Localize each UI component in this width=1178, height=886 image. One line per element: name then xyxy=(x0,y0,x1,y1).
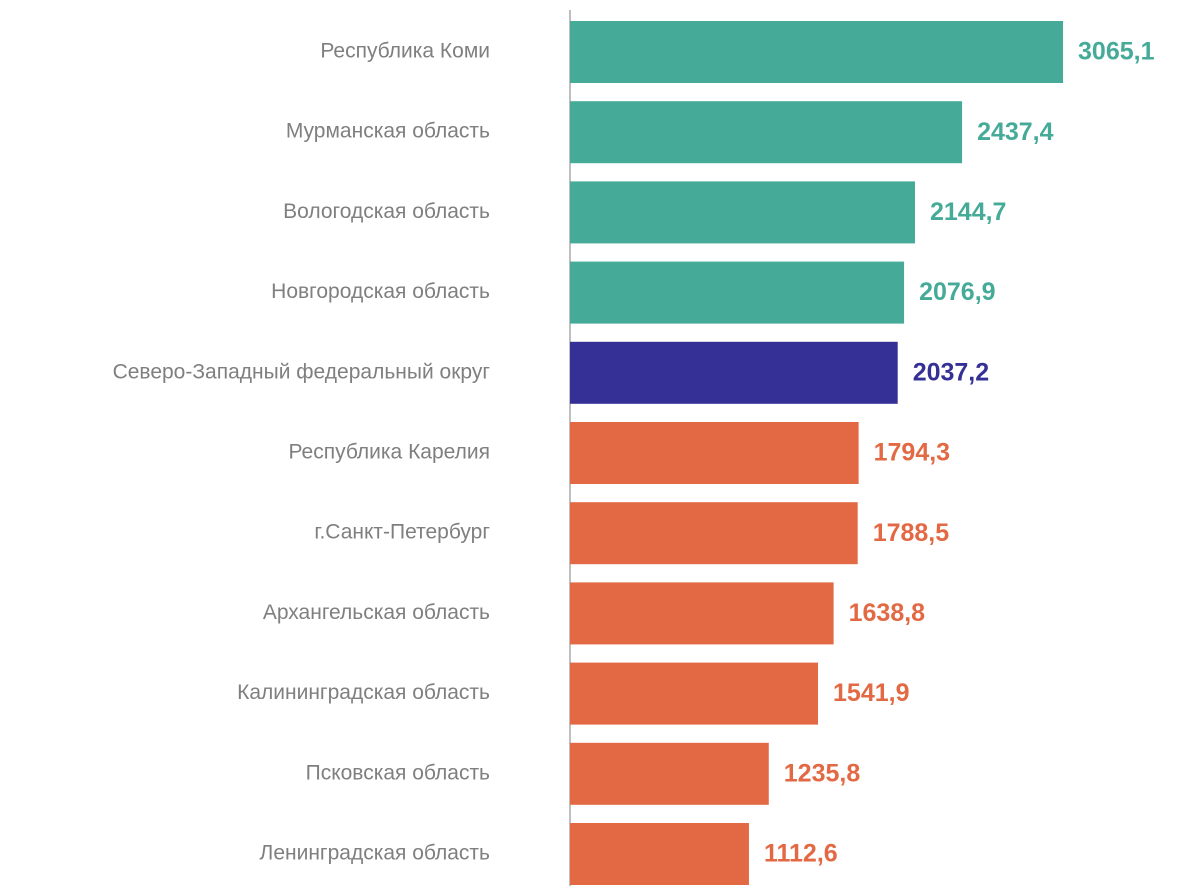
category-label: Псковская область xyxy=(306,761,490,784)
value-label: 3065,1 xyxy=(1078,38,1155,66)
category-label: г.Санкт-Петербург xyxy=(314,521,490,544)
category-label: Калининградская область xyxy=(237,681,490,704)
value-label: 2144,7 xyxy=(930,198,1006,226)
value-label: 1794,3 xyxy=(874,439,950,467)
bar xyxy=(570,101,963,164)
category-label: Республика Карелия xyxy=(288,441,490,464)
bar xyxy=(570,582,834,645)
value-label: 1638,8 xyxy=(849,599,926,627)
category-label: Республика Коми xyxy=(320,40,490,63)
bar xyxy=(570,261,905,324)
value-label: 1235,8 xyxy=(784,759,861,787)
category-label: Северо-Западный федеральный округ xyxy=(113,360,491,383)
category-label: Вологодская область xyxy=(283,200,490,223)
bar xyxy=(570,422,859,484)
bar xyxy=(570,823,749,885)
bar xyxy=(570,662,819,725)
value-label: 1541,9 xyxy=(833,679,909,707)
bar xyxy=(570,341,898,404)
category-label: Архангельская область xyxy=(263,601,490,624)
value-label: 2037,2 xyxy=(913,358,989,386)
value-label: 1112,6 xyxy=(764,840,838,868)
value-label: 2437,4 xyxy=(977,118,1054,146)
category-label: Новгородская область xyxy=(271,280,490,303)
bar xyxy=(570,742,769,805)
bar xyxy=(570,502,858,565)
bar xyxy=(570,181,915,244)
value-label: 1788,5 xyxy=(873,519,950,547)
value-label: 2076,9 xyxy=(919,278,995,306)
category-label: Ленинградская область xyxy=(260,842,491,865)
bar xyxy=(570,21,1064,83)
category-label: Мурманская область xyxy=(286,120,490,143)
